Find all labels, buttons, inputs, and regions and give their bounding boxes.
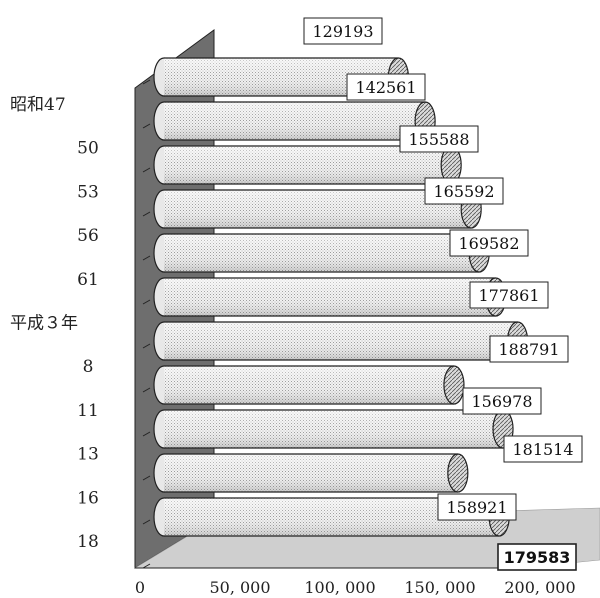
y-tick-mark: [142, 475, 151, 481]
svg-text:142561: 142561: [355, 78, 416, 97]
data-label: 129193: [303, 17, 383, 45]
data-label: 158921: [437, 493, 517, 521]
bar-11: [153, 365, 465, 405]
y-tick-mark: [142, 343, 151, 349]
category-label: 13: [77, 445, 99, 465]
category-label: 16: [77, 488, 99, 508]
svg-text:129193: 129193: [312, 22, 373, 41]
bar-13: [153, 409, 514, 449]
data-label: 165592: [424, 177, 504, 205]
category-label: 平成３年: [10, 314, 78, 334]
y-tick-mark: [142, 79, 151, 85]
data-label: 169582: [449, 229, 529, 257]
y-tick-mark: [142, 211, 151, 217]
category-label: 8: [83, 357, 94, 377]
category-label: 56: [77, 226, 99, 246]
category-label: 53: [77, 182, 99, 202]
y-tick-mark: [142, 299, 151, 305]
x-tick-label: 200, 000: [504, 578, 575, 597]
category-label: 18: [77, 532, 99, 552]
bar-8: [153, 321, 529, 361]
y-tick-mark: [142, 431, 151, 437]
data-label: 188791: [489, 335, 569, 363]
x-tick-label: 0: [135, 578, 145, 597]
x-tick-label: 100, 000: [304, 578, 375, 597]
category-label: 昭和47: [10, 95, 66, 115]
category-label: 11: [77, 401, 99, 421]
y-tick-mark: [142, 167, 151, 173]
data-label: 181514: [503, 435, 583, 463]
bar-61: [153, 233, 490, 273]
y-tick-mark: [142, 255, 151, 261]
data-label: 155588: [399, 125, 479, 153]
y-tick-mark: [142, 123, 151, 129]
svg-text:179583: 179583: [504, 548, 571, 567]
bar-end-cap: [447, 453, 469, 493]
bar-平成３年: [153, 277, 507, 317]
data-label: 156978: [462, 387, 542, 415]
category-label: 61: [77, 270, 99, 290]
svg-text:155588: 155588: [408, 130, 469, 149]
svg-text:177861: 177861: [478, 286, 539, 305]
svg-text:188791: 188791: [498, 340, 559, 359]
bar-16: [153, 453, 469, 493]
y-tick-mark: [142, 519, 151, 525]
svg-text:156978: 156978: [471, 392, 532, 411]
y-tick-mark: [142, 563, 151, 569]
data-label: 142561: [346, 73, 426, 101]
bar-50: [153, 101, 436, 141]
bar-56: [153, 189, 482, 229]
x-tick-label: 50, 000: [209, 578, 270, 597]
y-tick-mark: [142, 387, 151, 393]
category-label: 50: [77, 139, 99, 159]
x-tick-label: 150, 000: [404, 578, 475, 597]
bar-end-cap: [443, 365, 465, 405]
svg-text:158921: 158921: [446, 498, 507, 517]
svg-text:165592: 165592: [433, 182, 494, 201]
svg-text:181514: 181514: [512, 440, 573, 459]
data-label: 177861: [469, 281, 549, 309]
svg-text:169582: 169582: [458, 234, 519, 253]
data-label: 179583: [497, 543, 577, 571]
